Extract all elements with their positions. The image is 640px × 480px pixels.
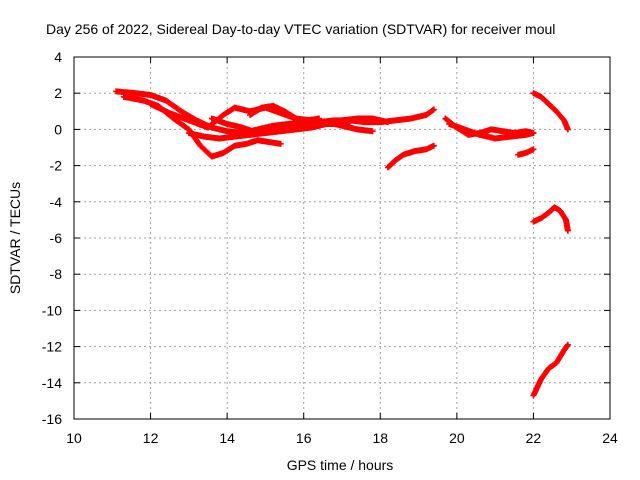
x-tick-label: 22: [526, 430, 542, 446]
x-tick-label: 12: [143, 430, 159, 446]
y-tick-label: 0: [54, 121, 62, 137]
data-point-markers: [530, 204, 571, 234]
y-tick-label: -12: [42, 339, 62, 355]
data-point-markers: [208, 115, 353, 137]
y-tick-label: -14: [42, 375, 62, 391]
data-point-markers: [247, 102, 323, 124]
data-point-markers: [384, 142, 437, 171]
data-point-markers: [530, 341, 571, 399]
series-track-9: [446, 120, 537, 142]
series-track-13: [530, 341, 571, 399]
y-axis-label: SDTVAR / TECUs: [7, 182, 23, 294]
series-track-10: [515, 146, 537, 158]
x-tick-label: 20: [449, 430, 465, 446]
x-tick-label: 10: [66, 430, 82, 446]
data-point-markers: [446, 120, 537, 142]
y-tick-label: 4: [54, 49, 62, 65]
series-track-5: [208, 115, 353, 137]
series-track-7: [384, 142, 437, 171]
data-point-markers: [515, 146, 537, 158]
x-tick-labels: 10 12 14 16 18 20 22 24: [66, 430, 618, 446]
data-point-markers: [530, 90, 571, 133]
chart-title: Day 256 of 2022, Sidereal Day-to-day VTE…: [46, 21, 555, 37]
y-tick-label: -16: [42, 411, 62, 427]
y-tick-label: -10: [42, 302, 62, 318]
x-tick-label: 18: [372, 430, 388, 446]
data-points: [113, 88, 571, 399]
series-track-11: [530, 90, 571, 133]
y-tick-labels: -16 -14 -12 -10 -8 -6 -4 -2 0 2 4: [42, 49, 62, 427]
y-tick-label: -8: [50, 266, 63, 282]
x-axis-label: GPS time / hours: [287, 457, 394, 473]
y-tick-label: -2: [50, 158, 63, 174]
grid: [74, 57, 610, 419]
y-tick-label: 2: [54, 85, 62, 101]
y-tick-label: -4: [50, 194, 63, 210]
y-tick-label: -6: [50, 230, 63, 246]
x-tick-label: 14: [219, 430, 235, 446]
tick-marks: [73, 56, 611, 420]
x-tick-label: 24: [602, 430, 618, 446]
series-track-12: [530, 204, 571, 234]
x-tick-label: 16: [296, 430, 312, 446]
series-track-6: [247, 102, 323, 124]
